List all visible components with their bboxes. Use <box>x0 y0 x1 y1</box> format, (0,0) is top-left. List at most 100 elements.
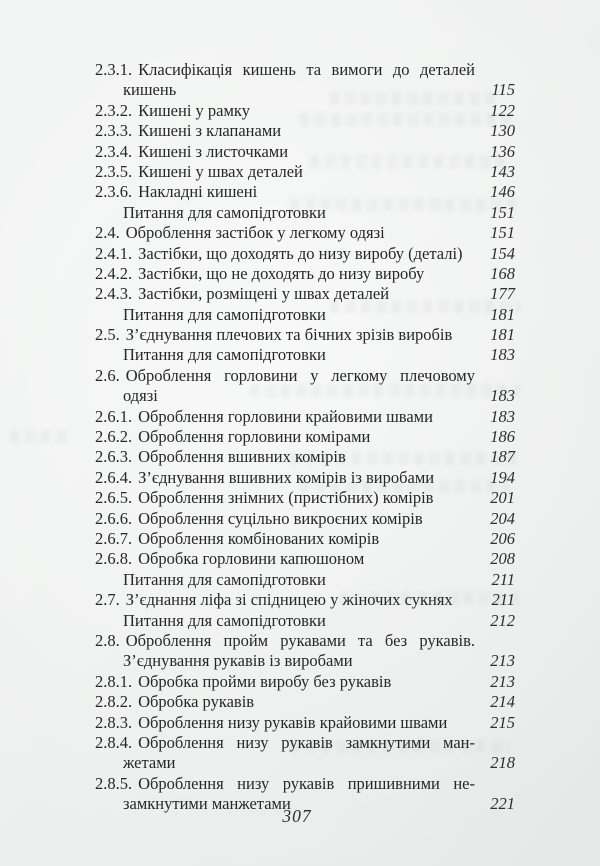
toc-row: 2.6.1. Оброблення горловини крайовими шва… <box>95 407 515 427</box>
toc-entry-number: 2.6.8. <box>95 549 133 569</box>
toc-entry-title: З’єднування плечових та бічних зрізів ви… <box>125 325 453 345</box>
toc-entry-number: 2.6. <box>95 365 120 385</box>
toc-row: 2.8.3. Оброблення низу рукавів крайовими … <box>95 713 515 733</box>
toc-row: 2.6.2. Оброблення горловини комірами 186 <box>95 427 515 447</box>
toc-row: 2.6.7. Оброблення комбінованих комірів 206 <box>95 529 515 549</box>
toc-row-text: 2.8. Оброблення пройм рукавами та без рук… <box>95 631 475 651</box>
toc-row-text: одязі <box>123 386 475 406</box>
toc-entry-number: 2.8. <box>95 630 120 650</box>
toc-entry-page: 168 <box>490 263 515 283</box>
toc-entry-title: кишень <box>123 80 177 100</box>
toc-row: Питання для самопідготовки 211 <box>95 570 515 590</box>
toc-row: 2.8.4. Оброблення низу рукавів замкнутими… <box>95 733 515 753</box>
toc-row: 2.5. З’єднування плечових та бічних зрізі… <box>95 325 515 345</box>
toc-entry-title: Питання для самопідготовки <box>123 304 326 324</box>
toc-entry-title: Оброблення пройм рукавами та без рукавів… <box>125 630 475 650</box>
toc-row-text: Питання для самопідготовки <box>123 570 475 590</box>
toc-entry-title: Кишені з листочками <box>138 141 289 161</box>
toc-entry-title: Оброблення горловини у легкому плечовому <box>125 365 475 385</box>
toc-row-text: 2.8.1. Обробка пройми виробу без рукавів <box>95 672 475 692</box>
toc-entry-page: 183 <box>490 386 515 406</box>
toc-entry-page: 177 <box>490 284 515 304</box>
toc-row-text: Питання для самопідготовки <box>123 345 475 365</box>
toc-entry-page: 204 <box>490 508 515 528</box>
toc-entry-number: 2.3.3. <box>95 121 133 141</box>
toc-row: 2.3.2. Кишені у рамку 122 <box>95 101 515 121</box>
toc-entry-number: 2.4. <box>95 223 120 243</box>
toc-entry-number: 2.7. <box>95 590 120 610</box>
toc-entry-page: 215 <box>490 712 515 732</box>
toc-row-text: Питання для самопідготовки <box>123 203 475 223</box>
toc-entry-page: 122 <box>490 100 515 120</box>
toc-entry-number: 2.5. <box>95 325 120 345</box>
toc-entry-page: 151 <box>490 202 515 222</box>
toc-entry-page: 213 <box>490 651 515 671</box>
toc-row-text: 2.6.2. Оброблення горловини комірами <box>95 427 475 447</box>
toc-entry-page: 194 <box>490 467 515 487</box>
toc-entry-number: 2.6.3. <box>95 447 133 467</box>
toc-row-text: 2.6.1. Оброблення горловини крайовими шва… <box>95 407 475 427</box>
toc-row-text: 2.8.5. Оброблення низу рукавів пришивними… <box>95 774 475 794</box>
toc-row-text: 2.6.3. Оброблення вшивних комірів <box>95 447 475 467</box>
bleed-through-text <box>10 430 70 443</box>
toc-row: кишень 115 <box>95 80 515 100</box>
toc-entry-title: Накладні кишені <box>138 182 258 202</box>
toc-row: 2.8.5. Оброблення низу рукавів пришивними… <box>95 774 515 794</box>
toc-entry-title: Кишені з клапанами <box>138 121 282 141</box>
toc-entry-number: 2.6.7. <box>95 528 133 548</box>
toc-entry-number: 2.8.5. <box>95 773 133 793</box>
toc-row: жетами 218 <box>95 753 515 773</box>
toc-entry-title: Класифікація кишень та вимоги до деталей <box>138 60 475 79</box>
toc-row: замкнутими манжетами 221 <box>95 794 515 814</box>
toc-entry-number: 2.3.2. <box>95 100 133 120</box>
toc-row: 2.6.6. Оброблення суцільно викроєних комі… <box>95 509 515 529</box>
toc-entry-page: 143 <box>490 161 515 181</box>
toc-entry-number: 2.6.5. <box>95 488 133 508</box>
toc-entry-title: Оброблення горловини крайовими швами <box>138 406 433 426</box>
toc-row-text: 2.6.6. Оброблення суцільно викроєних комі… <box>95 509 475 529</box>
toc-entry-number: 2.8.3. <box>95 712 133 732</box>
toc-entry-title: Оброблення суцільно викроєних комірів <box>138 508 423 528</box>
toc-entry-title: Питання для самопідготовки <box>123 569 326 589</box>
toc-row: 2.3.6. Накладні кишені 146 <box>95 182 515 202</box>
toc-row: Питання для самопідготовки 151 <box>95 203 515 223</box>
toc-row-text: 2.8.4. Оброблення низу рукавів замкнутими… <box>95 733 475 753</box>
toc-entry-number: 2.3.5. <box>95 161 133 181</box>
toc-entry-page: 211 <box>491 590 515 610</box>
toc-row-text: 2.4.2. Застібки, що не доходять до низу в… <box>95 264 475 284</box>
toc-row-text: кишень <box>123 80 475 100</box>
toc-row-text: Питання для самопідготовки <box>123 305 475 325</box>
toc-row-text: 2.7. З’єднання ліфа зі спідницею у жіночи… <box>95 590 475 610</box>
toc-row: 2.6.4. З’єднування вшивних комірів із вир… <box>95 468 515 488</box>
toc-entry-title: Питання для самопідготовки <box>123 610 326 630</box>
toc-row-text: 2.6. Оброблення горловини у легкому плечо… <box>95 366 475 386</box>
toc-entry-number: 2.3.6. <box>95 182 133 202</box>
toc-row: Питання для самопідготовки 212 <box>95 611 515 631</box>
toc-entry-number: 2.6.1. <box>95 406 133 426</box>
toc-entry-title: Застібки, що не доходять до низу виробу <box>138 263 425 283</box>
toc-entry-page: 181 <box>490 304 515 324</box>
toc-row-text: 2.6.7. Оброблення комбінованих комірів <box>95 529 475 549</box>
toc-row-text: 2.3.1. Класифікація кишень та вимоги до д… <box>95 60 475 80</box>
toc-entry-page: 136 <box>490 141 515 161</box>
toc-row: 2.4.2. Застібки, що не доходять до низу в… <box>95 264 515 284</box>
toc-entry-title: Питання для самопідготовки <box>123 345 326 365</box>
toc-row-text: 2.6.5. Оброблення знімних (пристібних) ко… <box>95 488 475 508</box>
toc-row: одязі 183 <box>95 386 515 406</box>
toc-entry-page: 187 <box>490 447 515 467</box>
toc-entry-title: Застібки, що доходять до низу виробу (де… <box>138 243 463 263</box>
toc-entry-page: 211 <box>491 569 515 589</box>
toc-entry-number: 2.3.1. <box>95 60 133 79</box>
toc-entry-page: 214 <box>490 692 515 712</box>
toc-entry-title: замкнутими манжетами <box>123 794 291 814</box>
table-of-contents: 2.3.1. Класифікація кишень та вимоги до д… <box>95 60 515 814</box>
toc-entry-title: З’єднування вшивних комірів із виробами <box>138 467 435 487</box>
toc-entry-number: 2.6.6. <box>95 508 133 528</box>
toc-row: Питання для самопідготовки 183 <box>95 345 515 365</box>
toc-entry-title: жетами <box>123 753 176 773</box>
toc-row: 2.4. Оброблення застібок у легкому одязі 1… <box>95 223 515 243</box>
toc-row-text: 2.3.6. Накладні кишені <box>95 182 475 202</box>
toc-row: 2.8. Оброблення пройм рукавами та без рук… <box>95 631 515 651</box>
toc-row-text: 2.3.2. Кишені у рамку <box>95 101 475 121</box>
